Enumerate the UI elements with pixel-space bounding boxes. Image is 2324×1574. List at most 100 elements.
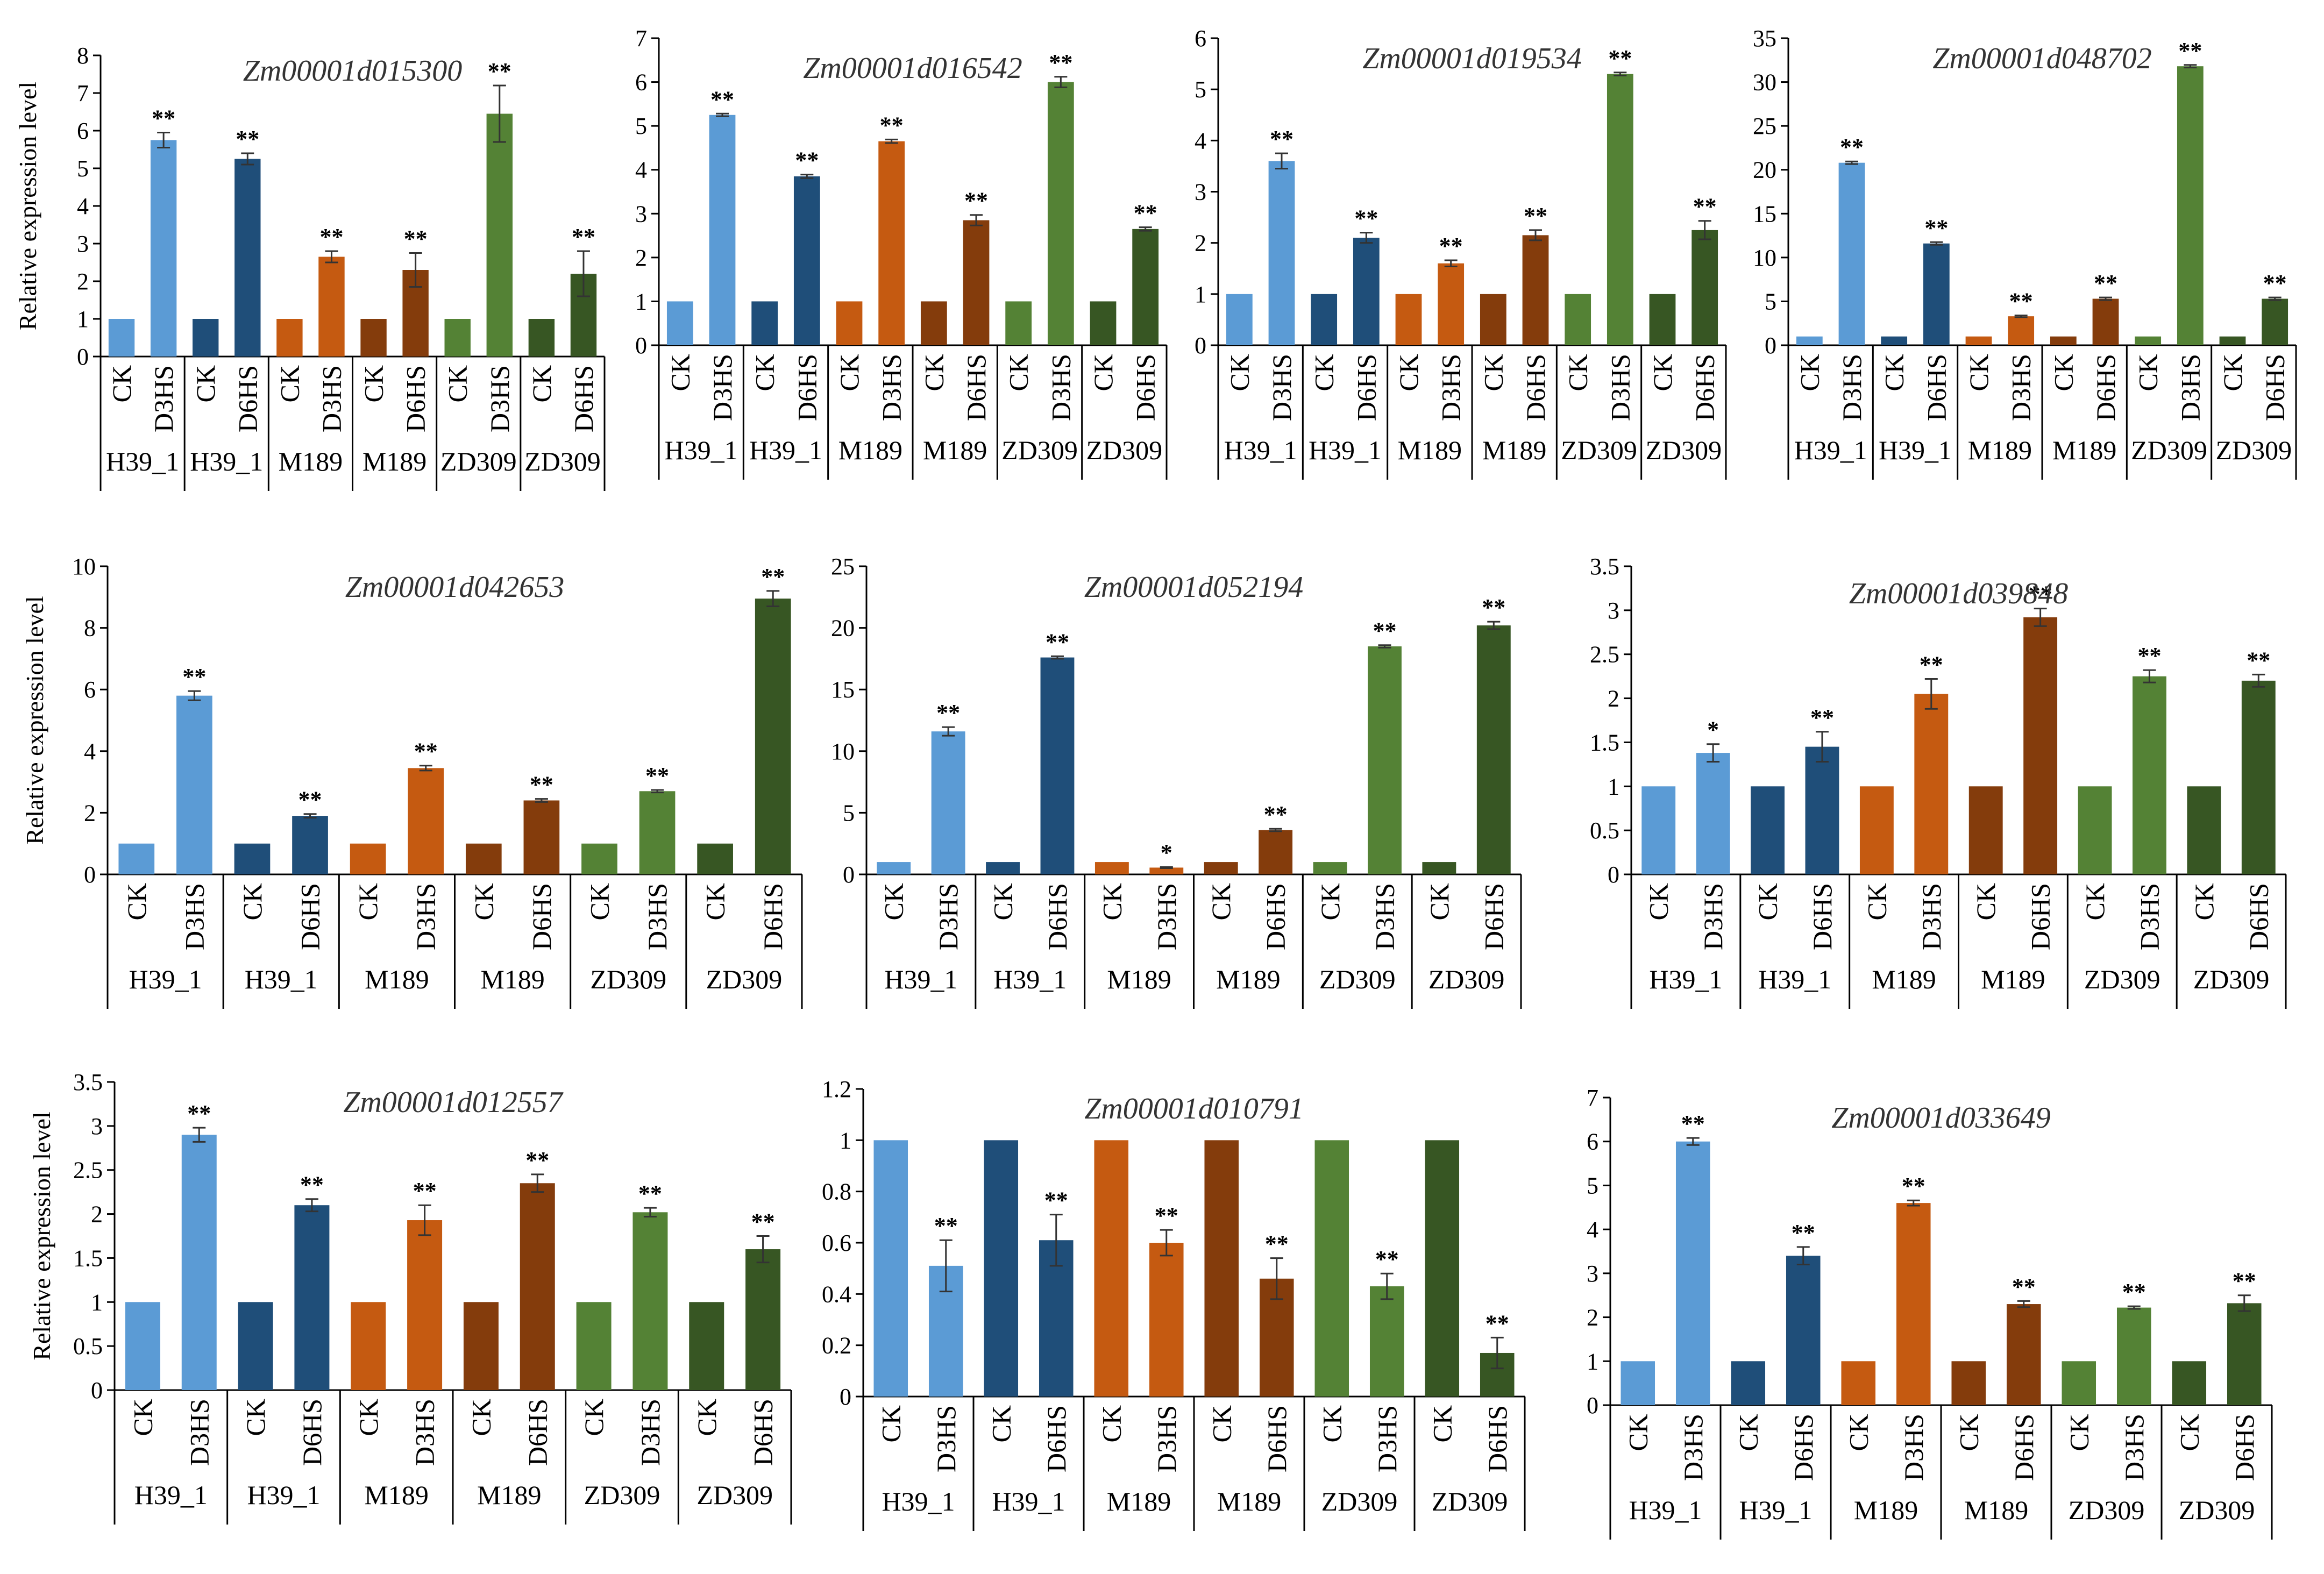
bar (639, 791, 676, 874)
significance-label: ** (1681, 1110, 1705, 1137)
chart-panel: 0 0.5 1 1.5 2 2.5 3 3.5 H39_1 H39_1 M189 M189 ZD309 Z… (28, 1069, 792, 1525)
bar (351, 1302, 386, 1390)
y-tick-label: 2 (635, 245, 647, 271)
significance-label: ** (414, 738, 438, 765)
significance-label: ** (319, 224, 343, 250)
group-label: H39_1 (247, 1480, 320, 1510)
category-label: CK (700, 883, 730, 920)
bar (292, 816, 328, 874)
bar (1786, 1256, 1821, 1405)
y-tick-label: 3 (1587, 1260, 1598, 1287)
bar (528, 319, 555, 357)
category-label: CK (466, 1399, 496, 1436)
category-label: CK (2189, 883, 2219, 920)
significance-label: ** (1840, 134, 1864, 160)
significance-label: ** (2094, 270, 2117, 296)
bar (1395, 294, 1422, 345)
y-tick-label: 0.8 (822, 1179, 851, 1205)
significance-label: ** (1354, 205, 1378, 232)
group-label: ZD309 (524, 446, 601, 476)
significance-label: ** (1439, 233, 1463, 259)
significance-label: ** (1155, 1202, 1178, 1229)
category-label: CK (1309, 354, 1339, 391)
chart-title: Zm00001d012557 (343, 1086, 564, 1119)
y-tick-label: 8 (77, 42, 89, 69)
bar (1522, 235, 1549, 345)
significance-label: ** (1810, 704, 1834, 731)
y-tick-label: 0.5 (1590, 817, 1619, 844)
bar (1094, 1140, 1129, 1397)
bar (1675, 1141, 1710, 1405)
bar (689, 1302, 724, 1390)
bar (1353, 238, 1380, 345)
category-label: D3HS (1837, 354, 1867, 421)
category-label: CK (1861, 883, 1892, 920)
category-label: CK (692, 1399, 722, 1436)
significance-label: ** (182, 664, 206, 690)
group-label: M189 (1107, 1486, 1171, 1516)
group-label: M189 (1217, 1486, 1281, 1516)
y-tick-label: 3.5 (1590, 553, 1619, 580)
group-label: M189 (1964, 1495, 2028, 1525)
bar (709, 115, 736, 345)
significance-label: ** (645, 763, 669, 789)
category-label: D3HS (1267, 354, 1297, 421)
bar (1692, 230, 1718, 345)
y-tick-label: 1 (91, 1289, 103, 1315)
significance-label: ** (710, 86, 734, 112)
category-label: CK (2133, 354, 2163, 391)
group-label: ZD309 (697, 1480, 773, 1510)
category-label: CK (986, 1405, 1016, 1442)
bar (2187, 786, 2221, 874)
bar (234, 843, 271, 874)
y-tick-label: 15 (1753, 201, 1776, 227)
bar (745, 1249, 781, 1390)
category-label: CK (2080, 883, 2110, 920)
y-tick-label: 1 (1608, 773, 1619, 800)
chart-title: Zm00001d015300 (243, 54, 463, 88)
bar (1914, 694, 1949, 874)
bar (463, 1302, 499, 1390)
group-label: M189 (364, 1480, 428, 1510)
group-label: ZD309 (440, 446, 517, 476)
category-label: D6HS (2229, 1414, 2259, 1481)
significance-label: ** (2009, 288, 2033, 315)
category-label: CK (353, 883, 383, 920)
y-tick-label: 25 (831, 553, 855, 580)
significance-label: ** (1920, 652, 1943, 678)
group-label: ZD309 (1319, 964, 1396, 994)
bar (1480, 294, 1506, 345)
group-label: H39_1 (1739, 1495, 1812, 1525)
category-label: CK (1563, 354, 1593, 391)
group-label: H39_1 (134, 1480, 208, 1510)
significance-label: ** (572, 224, 595, 250)
significance-label: ** (1902, 1173, 1925, 1199)
bar (1047, 82, 1074, 346)
bar (2050, 336, 2077, 345)
group-label: H39_1 (884, 964, 957, 994)
bar (1841, 1361, 1876, 1405)
bar (877, 862, 911, 874)
bar (2219, 336, 2246, 345)
y-tick-label: 4 (1195, 127, 1206, 154)
bar (407, 1220, 443, 1390)
y-tick-label: 6 (1195, 25, 1206, 52)
y-tick-label: 0 (1587, 1392, 1598, 1419)
y-tick-label: 6 (635, 69, 647, 96)
y-tick-label: 5 (1195, 76, 1206, 103)
group-label: H39_1 (1794, 435, 1867, 465)
category-label: CK (106, 365, 137, 402)
category-label: D3HS (316, 365, 346, 432)
bar (1751, 786, 1785, 874)
y-tick-label: 0 (840, 1384, 851, 1410)
significance-label: ** (638, 1180, 662, 1207)
chart-panel: 0 5 10 15 20 25 30 35 H39_1 H39_1 M189 M189 ZD309 ZD3… (1753, 25, 2297, 480)
y-tick-label: 0 (635, 332, 647, 359)
y-tick-label: 0.6 (822, 1230, 851, 1256)
category-label: CK (2218, 354, 2248, 391)
bar (2135, 336, 2162, 345)
group-label: M189 (1854, 1495, 1918, 1525)
bar (1314, 1140, 1349, 1397)
group-label: M189 (2052, 435, 2116, 465)
group-label: ZD309 (584, 1480, 660, 1510)
